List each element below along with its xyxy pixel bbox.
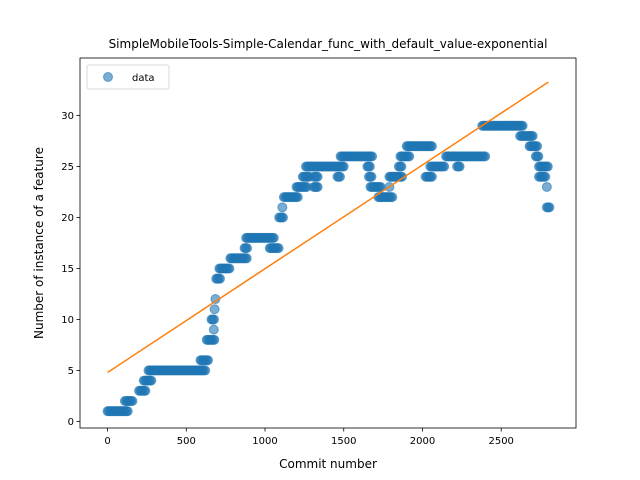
x-tick-label: 2000 (410, 436, 435, 447)
data-point (396, 161, 407, 172)
y-tick-label: 25 (61, 162, 74, 173)
data-point (209, 314, 219, 325)
y-tick-label: 30 (61, 111, 74, 122)
x-tick-label: 1500 (331, 436, 356, 447)
y-tick-label: 0 (68, 417, 74, 428)
data-point (367, 151, 378, 162)
data-point (544, 202, 555, 213)
data-point (209, 334, 220, 345)
chart-title: SimpleMobileTools-Simple-Calendar_func_w… (109, 37, 548, 51)
y-axis-ticks: 0 5 10 15 20 25 30 (61, 111, 80, 428)
data-points (102, 120, 555, 417)
data-point (527, 130, 538, 141)
data-point (541, 181, 552, 192)
data-point (542, 161, 553, 172)
data-point (200, 365, 211, 376)
y-axis-label: Number of instance of a feature (32, 147, 46, 339)
data-point (312, 171, 323, 182)
y-tick-label: 20 (61, 213, 74, 224)
data-point (439, 161, 450, 172)
x-tick-label: 500 (177, 436, 196, 447)
data-point (242, 243, 253, 254)
x-tick-label: 2500 (488, 436, 513, 447)
data-point (312, 181, 323, 192)
data-point (426, 171, 437, 182)
data-point (454, 161, 465, 172)
data-point (426, 141, 437, 152)
data-point (277, 202, 288, 213)
y-tick-label: 15 (61, 264, 74, 275)
legend-box (86, 64, 170, 90)
data-point (533, 151, 544, 162)
data-point (364, 161, 375, 172)
x-axis-label: Commit number (279, 457, 377, 471)
data-point (214, 273, 225, 284)
data-point (366, 171, 377, 182)
data-point (127, 395, 138, 406)
fit-line-layer (107, 81, 549, 374)
data-point (203, 355, 214, 366)
data-point (334, 171, 345, 182)
data-point (273, 243, 284, 254)
data-point (397, 171, 408, 182)
data-point (292, 192, 303, 203)
data-point (532, 141, 543, 152)
x-axis-ticks: 0 500 1000 1500 2000 2500 (104, 428, 514, 447)
data-point (404, 151, 415, 162)
y-tick-label: 5 (68, 366, 74, 377)
data-point (540, 171, 551, 182)
data-point (146, 375, 157, 386)
x-tick-label: 0 (104, 436, 110, 447)
legend: data (86, 64, 170, 90)
plot-frame (79, 57, 577, 429)
data-point (140, 385, 151, 396)
legend-label-data: data (132, 73, 155, 84)
data-point (209, 304, 220, 315)
data-point (480, 151, 491, 162)
legend-marker-data (103, 72, 113, 82)
data-point (208, 324, 219, 335)
data-point (517, 120, 528, 131)
y-tick-label: 10 (61, 315, 74, 326)
data-point (224, 263, 235, 274)
data-point (241, 253, 252, 264)
data-point (122, 406, 133, 417)
data-point (338, 161, 349, 172)
data-point (387, 192, 398, 203)
x-tick-label: 1000 (252, 436, 277, 447)
fit-line (107, 81, 549, 374)
data-point (277, 212, 288, 223)
data-point (268, 232, 279, 243)
